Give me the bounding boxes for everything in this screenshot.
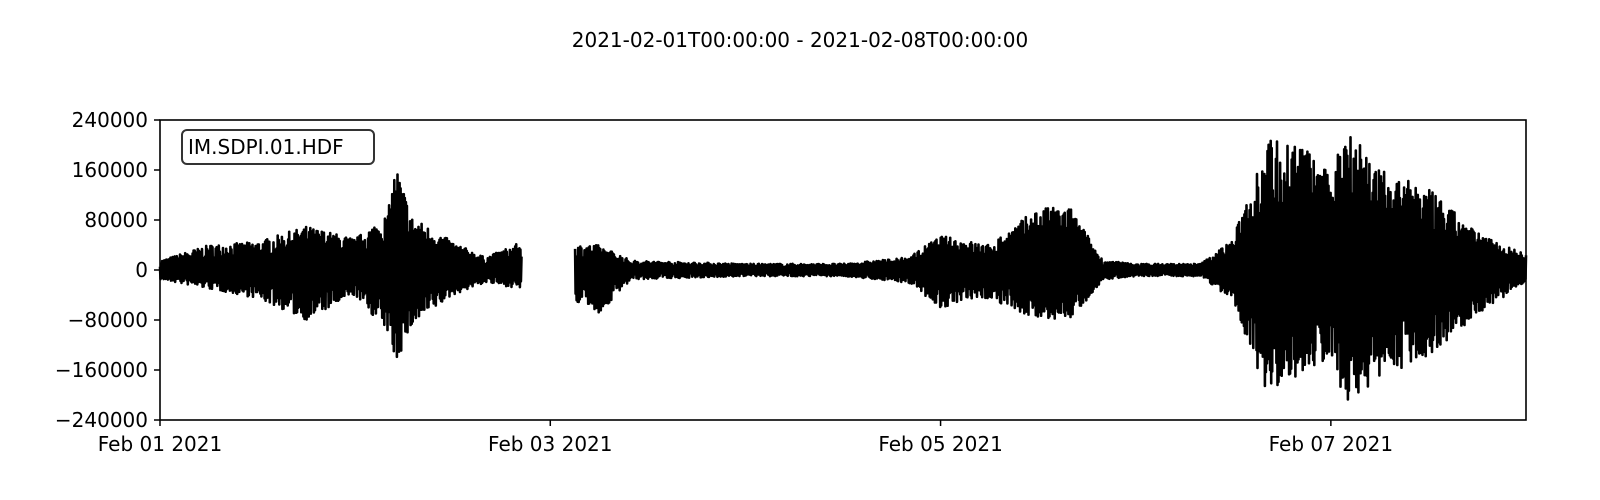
- x-tick-label: Feb 05 2021: [878, 432, 1002, 456]
- y-tick-label: 0: [135, 258, 148, 282]
- legend-label: IM.SDPI.01.HDF: [188, 135, 344, 159]
- x-tick-label: Feb 01 2021: [98, 432, 222, 456]
- y-tick-label: −240000: [55, 408, 148, 432]
- y-axis: 240000 160000 80000 0 −80000 −160000 −240000: [55, 108, 160, 432]
- legend-frame: [181, 129, 375, 165]
- x-axis: Feb 01 2021 Feb 03 2021 Feb 05 2021 Feb 07 …: [98, 420, 1393, 456]
- x-tick-label: Feb 07 2021: [1269, 432, 1393, 456]
- y-tick-label: −80000: [68, 308, 148, 332]
- trace-layer: [158, 136, 1528, 401]
- waveform-trace: [158, 136, 1528, 401]
- y-tick-label: 160000: [72, 158, 148, 182]
- chart-title: 2021-02-01T00:00:00 - 2021-02-08T00:00:0…: [572, 28, 1028, 52]
- x-tick-label: Feb 03 2021: [488, 432, 612, 456]
- y-tick-label: 240000: [72, 108, 148, 132]
- legend-box: IM.SDPI.01.HDF: [181, 129, 375, 165]
- y-tick-label: −160000: [55, 358, 148, 382]
- y-tick-label: 80000: [84, 208, 148, 232]
